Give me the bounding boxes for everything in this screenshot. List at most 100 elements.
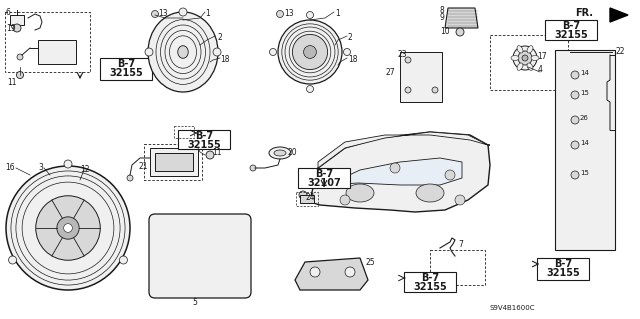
Bar [490,35,568,90]
Circle shape [432,87,438,93]
Text: 20: 20 [288,148,298,157]
Polygon shape [318,132,490,168]
Text: 26: 26 [580,115,589,121]
Circle shape [455,195,465,205]
Text: 1: 1 [335,9,340,18]
Ellipse shape [178,46,188,58]
Text: 9: 9 [440,13,445,22]
Bar [298,168,350,188]
Text: 14: 14 [580,140,589,146]
Ellipse shape [148,12,218,92]
Bar [178,130,230,149]
Circle shape [276,11,284,18]
Bar [404,272,456,292]
Text: 15: 15 [580,170,589,176]
Ellipse shape [416,184,444,202]
Bar [430,250,485,285]
Circle shape [571,71,579,79]
Circle shape [57,217,79,239]
Bar [150,148,198,176]
Circle shape [8,256,17,264]
Circle shape [513,46,537,70]
Text: 7: 7 [458,240,463,249]
Circle shape [152,11,159,18]
Ellipse shape [517,46,523,53]
Circle shape [345,267,355,277]
Circle shape [405,57,411,63]
Circle shape [335,170,345,180]
Bar [174,126,194,138]
Text: 2: 2 [218,33,223,42]
Text: 24: 24 [306,193,316,202]
Text: 10: 10 [440,27,450,36]
Polygon shape [326,158,462,185]
Bar [144,144,202,180]
Circle shape [292,34,328,70]
Text: 14: 14 [580,70,589,76]
Text: B-7: B-7 [315,169,333,179]
Text: 11: 11 [7,78,17,87]
Ellipse shape [517,63,523,70]
Circle shape [307,11,314,19]
Circle shape [179,8,187,16]
Text: 4: 4 [538,65,543,74]
Text: B-7: B-7 [117,59,135,69]
Bar [296,192,318,206]
Ellipse shape [527,63,533,70]
Circle shape [120,256,127,264]
Polygon shape [310,132,490,212]
Circle shape [445,170,455,180]
Text: 32155: 32155 [187,140,221,150]
Text: 12: 12 [80,165,90,174]
Text: 3: 3 [38,163,43,172]
Text: B-7: B-7 [421,273,439,283]
Circle shape [213,48,221,56]
Circle shape [344,48,351,56]
Bar [555,50,615,250]
Bar [38,40,76,64]
Text: 1: 1 [205,9,210,18]
Text: 16: 16 [5,163,15,172]
Circle shape [36,196,100,260]
Circle shape [13,24,21,32]
Circle shape [571,116,579,124]
Circle shape [127,175,133,181]
Circle shape [145,48,153,56]
Text: 6: 6 [6,8,11,17]
Ellipse shape [452,257,462,263]
Circle shape [571,141,579,149]
Circle shape [64,160,72,168]
Text: 15: 15 [580,90,589,96]
Ellipse shape [511,56,519,61]
Circle shape [303,46,316,58]
Circle shape [522,55,528,61]
Text: 21: 21 [138,162,148,171]
Text: 23: 23 [398,50,408,59]
Ellipse shape [274,150,286,156]
Circle shape [405,87,411,93]
Text: 13: 13 [158,9,168,18]
Circle shape [299,191,307,199]
Circle shape [456,28,464,36]
Circle shape [206,151,214,159]
Ellipse shape [346,184,374,202]
Text: 32155: 32155 [546,268,580,278]
Text: 32107: 32107 [307,178,341,188]
Bar [10,15,24,25]
Bar [300,195,314,203]
Circle shape [310,267,320,277]
Text: 18: 18 [348,55,358,64]
Circle shape [518,51,532,65]
Bar [545,20,597,40]
Text: 2: 2 [348,33,353,42]
Text: 32155: 32155 [413,282,447,292]
Text: 32155: 32155 [554,30,588,40]
Bar [100,58,152,80]
Text: 32155: 32155 [109,68,143,78]
Ellipse shape [269,147,291,159]
Polygon shape [445,8,478,28]
Text: 5: 5 [193,298,197,307]
Circle shape [571,171,579,179]
Circle shape [250,165,256,171]
Circle shape [571,91,579,99]
